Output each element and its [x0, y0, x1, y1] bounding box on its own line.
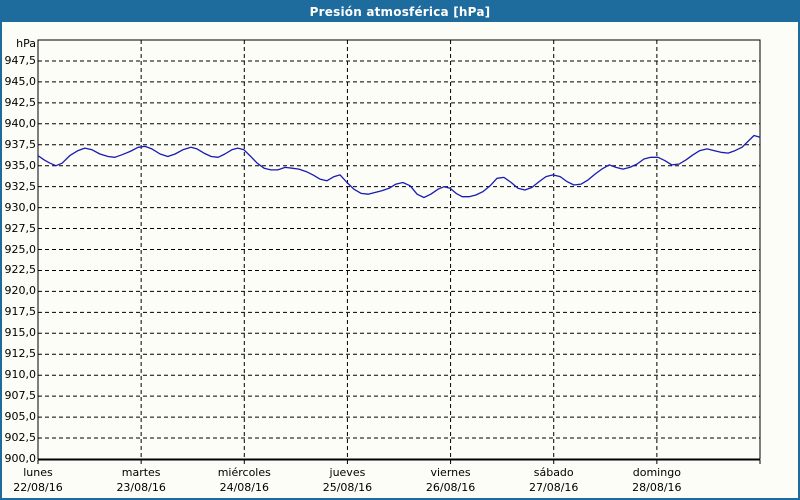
x-tick-date: 24/08/16	[219, 481, 269, 494]
y-tick-label: 905,0	[4, 410, 37, 424]
y-tick-label: 900,0	[4, 452, 37, 465]
y-tick-label: 922,5	[4, 263, 37, 277]
y-tick-label: 945,0	[4, 74, 37, 88]
pressure-line-chart	[37, 39, 761, 464]
x-tick-label: domingo 28/08/16	[609, 465, 705, 495]
y-tick-label: 902,5	[4, 431, 37, 445]
x-tick-label: jueves 25/08/16	[299, 465, 395, 495]
y-tick-label: 940,0	[4, 116, 37, 130]
y-tick-label: 907,5	[4, 389, 37, 403]
x-tick-label: lunes 22/08/16	[2, 465, 86, 495]
y-axis-unit-label: hPa	[16, 37, 36, 50]
x-tick-day-name: miércoles	[217, 466, 271, 479]
y-tick-label: 947,5	[4, 53, 37, 67]
plot-border	[37, 39, 761, 460]
y-tick-label: 917,5	[4, 305, 37, 319]
x-tick-label: martes 23/08/16	[93, 465, 189, 495]
window-titlebar[interactable]: Presión atmosférica [hPa]	[2, 2, 798, 22]
y-tick-label: 927,5	[4, 221, 37, 235]
y-tick-label: 912,5	[4, 347, 37, 361]
x-tick-day-name: domingo	[632, 466, 681, 479]
x-tick-date: 27/08/16	[529, 481, 579, 494]
y-tick-label: 915,0	[4, 326, 37, 340]
x-tick-date: 28/08/16	[632, 481, 682, 494]
x-tick-date: 22/08/16	[13, 481, 63, 494]
x-tick-date: 26/08/16	[425, 481, 476, 494]
chart-area: hPa 947,5 945,0 942,5 940,0 937,5 935,0 932,5 9…	[2, 22, 798, 498]
x-tick-day-name: viernes	[430, 466, 471, 479]
y-tick-label: 920,0	[4, 284, 37, 298]
pressure-series-line	[37, 134, 761, 199]
y-tick-label: 910,0	[4, 368, 37, 382]
x-tick-day-name: jueves	[329, 466, 366, 479]
x-tick-date: 25/08/16	[322, 481, 373, 494]
y-tick-label: 937,5	[4, 137, 37, 151]
y-tick-label: 925,0	[4, 242, 37, 256]
x-tick-label: miércoles 24/08/16	[196, 465, 292, 495]
x-tick-day-name: martes	[121, 466, 161, 479]
y-tick-label: 932,5	[4, 179, 37, 193]
x-tick-day-name: sábado	[533, 466, 574, 479]
window-title: Presión atmosférica [hPa]	[309, 5, 491, 19]
y-tick-label: 930,0	[4, 200, 37, 214]
x-tick-date: 23/08/16	[116, 481, 166, 494]
x-tick-label: sábado 27/08/16	[506, 465, 602, 495]
x-tick-label: viernes 26/08/16	[403, 465, 499, 495]
y-tick-label: 942,5	[4, 95, 37, 109]
x-tick-day-name: lunes	[23, 466, 53, 479]
y-tick-label: 935,0	[4, 158, 37, 172]
